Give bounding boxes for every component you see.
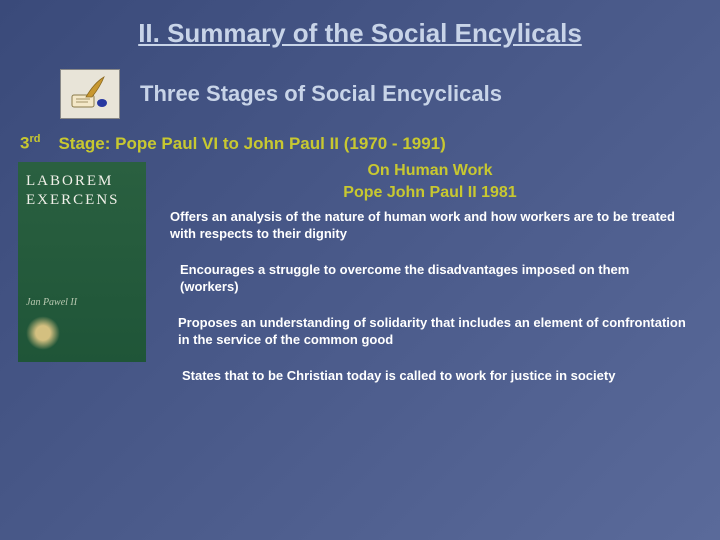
book-lower: Jan Pawel II (26, 297, 138, 350)
bullet-item: States that to be Christian today is cal… (182, 367, 690, 385)
book-cover-line1: LABOREM (26, 172, 138, 192)
subtitle-row: Three Stages of Social Encyclicals (0, 69, 720, 119)
bullet-list: Offers an analysis of the nature of huma… (170, 208, 690, 385)
bullet-item: Encourages a struggle to overcome the di… (180, 261, 690, 296)
stage-ordinal: 3rd (20, 133, 40, 154)
stage-text: Stage: Pope Paul VI to John Paul II (197… (58, 134, 445, 154)
crest-icon (26, 316, 60, 350)
page-title: II. Summary of the Social Encylicals (0, 0, 720, 49)
book-cover-line2: EXERCENS (26, 191, 138, 211)
stage-row: 3rd Stage: Pope Paul VI to John Paul II … (0, 133, 720, 154)
book-signature: Jan Pawel II (26, 297, 138, 308)
quill-icon-box (60, 69, 120, 119)
bullet-item: Offers an analysis of the nature of huma… (170, 208, 690, 243)
book-cover: LABOREM EXERCENS Jan Pawel II (18, 162, 146, 362)
bullet-item: Proposes an understanding of solidarity … (178, 314, 690, 349)
subtitle: Three Stages of Social Encyclicals (140, 81, 502, 107)
quill-icon (68, 73, 112, 116)
content-area: LABOREM EXERCENS Jan Pawel II Offers an … (0, 208, 720, 385)
